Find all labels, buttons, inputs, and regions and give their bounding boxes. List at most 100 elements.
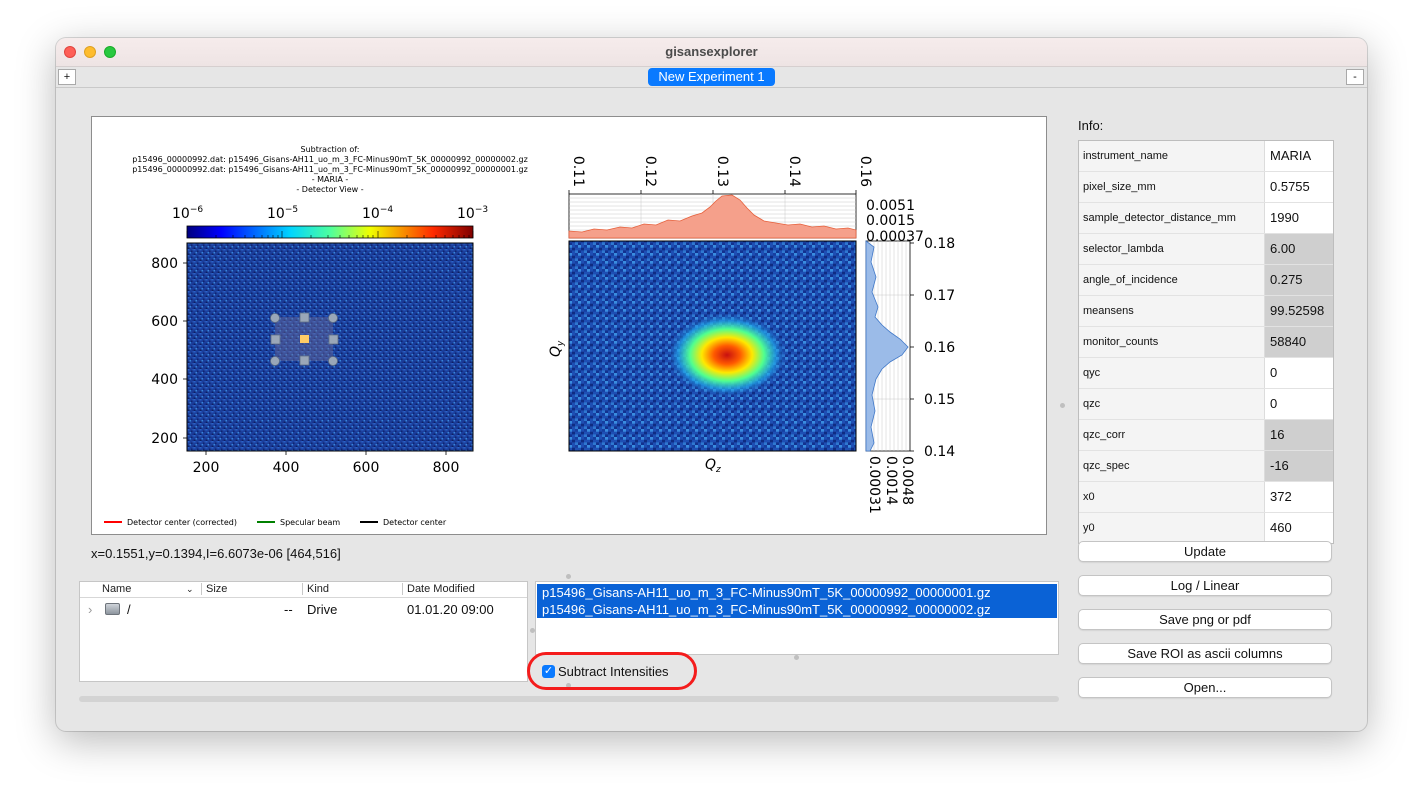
info-row: qzc 0: [1079, 389, 1333, 420]
title-bar: gisansexplorer: [56, 38, 1367, 67]
info-table: instrument_name MARIA pixel_size_mm 0.5755…: [1078, 140, 1334, 544]
info-key: y0: [1079, 513, 1265, 543]
info-value-editable[interactable]: 0.275: [1265, 265, 1333, 295]
colorbar-tick-1: 10−6: [172, 205, 203, 222]
subtract-intensities-label[interactable]: Subtract Intensities: [558, 664, 669, 679]
info-value-editable[interactable]: 6.00: [1265, 234, 1333, 264]
file-browser[interactable]: Name ⌄ Size Kind Date Modified › / -- Dr…: [79, 581, 528, 682]
detector-ytick: 800: [151, 256, 178, 272]
tab-bar: + New Experiment 1 -: [56, 67, 1367, 88]
detector-xtick: 200: [193, 460, 220, 476]
info-row: instrument_name MARIA: [1079, 141, 1333, 172]
plot-title-line-1: Subtraction of:: [301, 145, 360, 154]
detector-xtick: 400: [273, 460, 300, 476]
qy-tick: 0.17: [924, 288, 955, 304]
info-key: monitor_counts: [1079, 327, 1265, 357]
plot-title-line-3: p15496_00000992.dat: p15496_Gisans-AH11_…: [132, 165, 528, 174]
column-size[interactable]: Size: [206, 583, 228, 595]
info-key: qzc_spec: [1079, 451, 1265, 481]
beam-spot: [300, 335, 309, 343]
info-row: y0 460: [1079, 513, 1333, 543]
file-size: --: [284, 602, 293, 617]
info-row: angle_of_incidence 0.275: [1079, 265, 1333, 296]
info-key: qzc: [1079, 389, 1265, 419]
q-map-xlabel: Qz: [705, 457, 721, 475]
save-roi-ascii-button[interactable]: Save ROI as ascii columns: [1078, 643, 1332, 664]
info-key: sample_detector_distance_mm: [1079, 203, 1265, 233]
file-kind: Drive: [307, 602, 338, 617]
info-value-editable[interactable]: 99.52598: [1265, 296, 1333, 326]
splitter-handle-vertical[interactable]: [1060, 403, 1065, 408]
roi-handles[interactable]: [270, 312, 339, 366]
close-window-button[interactable]: [64, 46, 76, 58]
detector-image[interactable]: [186, 242, 474, 452]
qy-tick: 0.16: [924, 340, 955, 356]
q-map-peak: [667, 313, 787, 397]
drive-icon: [105, 603, 120, 615]
colorbar: [186, 225, 474, 239]
add-tab-button[interactable]: +: [58, 69, 76, 85]
chevron-down-icon[interactable]: ⌄: [186, 584, 194, 594]
horizontal-scrollbar[interactable]: [79, 696, 1059, 702]
detector-ytick: 200: [151, 431, 178, 447]
column-kind[interactable]: Kind: [307, 583, 330, 595]
info-key: x0: [1079, 482, 1265, 512]
info-label: Info:: [1078, 118, 1104, 133]
column-date-modified[interactable]: Date Modified: [407, 583, 475, 595]
list-item[interactable]: p15496_Gisans-AH11_uo_m_3_FC-Minus90mT_5…: [537, 584, 1057, 601]
splitter-handle-middle[interactable]: [794, 655, 799, 660]
file-browser-header: Name ⌄ Size Kind Date Modified: [80, 582, 527, 598]
info-value: 1990: [1270, 210, 1299, 225]
qy-axis-ticks: [910, 242, 914, 452]
q-map-ylabel: Qy: [548, 340, 566, 357]
qy-hist-tick: 0.0048: [899, 456, 915, 505]
splitter-handle-bottom[interactable]: [566, 683, 571, 688]
open-button[interactable]: Open...: [1078, 677, 1332, 698]
qz-top-tick: 0.11: [570, 156, 586, 187]
splitter-handle-left[interactable]: [530, 628, 535, 633]
remove-tab-button[interactable]: -: [1346, 69, 1364, 85]
info-row: monitor_counts 58840: [1079, 327, 1333, 358]
info-value-editable[interactable]: -16: [1265, 451, 1333, 481]
column-name[interactable]: Name: [102, 583, 132, 595]
colorbar-tick-2: 10−5: [267, 205, 298, 222]
qy-tick: 0.14: [924, 444, 955, 460]
plot-canvas[interactable]: Subtraction of: p15496_00000992.dat: p15…: [91, 116, 1047, 535]
qy-tick: 0.18: [924, 236, 955, 252]
cursor-readout: x=0.1551,y=0.1394,I=6.6073e-06 [464,516]: [91, 546, 341, 561]
qz-top-tick: 0.16: [857, 156, 873, 187]
info-value-editable[interactable]: 16: [1265, 420, 1333, 450]
subtract-intensities-highlight: ✓ Subtract Intensities: [527, 652, 697, 690]
update-button[interactable]: Update: [1078, 541, 1332, 562]
tab-new-experiment-1[interactable]: New Experiment 1: [648, 68, 775, 86]
minimize-window-button[interactable]: [84, 46, 96, 58]
legend-label-corrected: Detector center (corrected): [127, 518, 237, 527]
info-key: pixel_size_mm: [1079, 172, 1265, 202]
qz-top-tick: 0.14: [786, 156, 802, 187]
splitter-handle-top[interactable]: [566, 574, 571, 579]
detector-xtick: 800: [433, 460, 460, 476]
file-date: 01.01.20 09:00: [407, 602, 494, 617]
colorbar-tick-4: 10−3: [457, 205, 488, 222]
save-png-pdf-button[interactable]: Save png or pdf: [1078, 609, 1332, 630]
qz-hist-tick: 0.0015: [866, 213, 915, 229]
expand-arrow-icon[interactable]: ›: [88, 602, 93, 617]
log-linear-button[interactable]: Log / Linear: [1078, 575, 1332, 596]
app-window: gisansexplorer + New Experiment 1 -: [56, 38, 1367, 731]
colorbar-ticks: [186, 231, 474, 238]
qz-histogram-fill: [568, 194, 857, 239]
info-key: qyc: [1079, 358, 1265, 388]
file-browser-row[interactable]: › / -- Drive 01.01.20 09:00: [80, 600, 527, 618]
info-key: angle_of_incidence: [1079, 265, 1265, 295]
info-value-editable[interactable]: 58840: [1265, 327, 1333, 357]
info-row: qzc_corr 16: [1079, 420, 1333, 451]
plot-legend: Detector center (corrected) Specular bea…: [104, 518, 447, 527]
info-value: 460: [1270, 520, 1292, 535]
qz-top-tick: 0.13: [714, 156, 730, 187]
list-item[interactable]: p15496_Gisans-AH11_uo_m_3_FC-Minus90mT_5…: [537, 601, 1057, 618]
subtract-intensities-checkbox[interactable]: ✓: [542, 665, 555, 678]
selected-files-list[interactable]: p15496_Gisans-AH11_uo_m_3_FC-Minus90mT_5…: [535, 581, 1059, 655]
qy-hist-tick: 0.0014: [883, 456, 899, 505]
info-row: sample_detector_distance_mm 1990: [1079, 203, 1333, 234]
zoom-window-button[interactable]: [104, 46, 116, 58]
